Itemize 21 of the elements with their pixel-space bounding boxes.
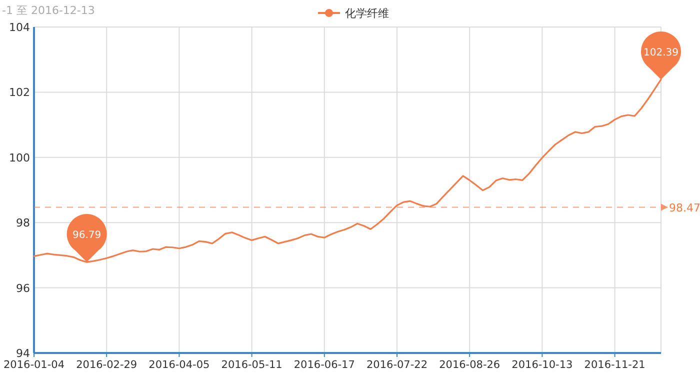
y-tick-label: 102 bbox=[9, 86, 30, 100]
annotation: 102.39 bbox=[644, 47, 678, 58]
x-tick-label: 2016-01-04 bbox=[3, 359, 65, 371]
x-tick-label: 2016-04-05 bbox=[148, 359, 210, 371]
x-tick-label: 2016-11-21 bbox=[584, 359, 646, 371]
y-tick-label: 96 bbox=[16, 282, 30, 295]
x-tick-label: 2016-10-13 bbox=[512, 359, 573, 371]
x-tick-label: 2016-08-26 bbox=[439, 359, 500, 371]
chart-subtitle: -1 至 2016-12-13 bbox=[2, 4, 95, 17]
annotation: 96.79 bbox=[72, 230, 102, 242]
x-tick-label: 2016-07-22 bbox=[366, 359, 428, 371]
x-tick-label: 2016-05-11 bbox=[221, 359, 282, 371]
legend-label: 化学纤维 bbox=[345, 7, 389, 20]
y-tick-label: 98 bbox=[16, 216, 30, 230]
x-tick-label: 2016-02-29 bbox=[76, 359, 138, 371]
y-tick-label: 100 bbox=[9, 151, 30, 164]
x-tick-label: 2016-06-17 bbox=[294, 359, 355, 371]
y-tick-label: 94 bbox=[16, 347, 30, 360]
y-tick-label: 104 bbox=[9, 21, 30, 34]
ref-line-label: 98.47 bbox=[669, 201, 700, 214]
line-series bbox=[33, 78, 662, 263]
